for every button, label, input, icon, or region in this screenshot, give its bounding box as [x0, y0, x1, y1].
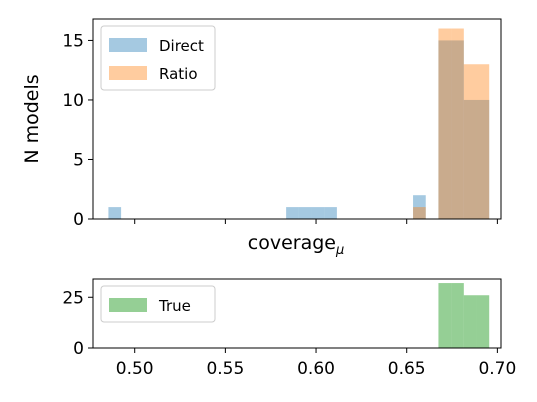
top-bar-direct-2: [298, 207, 312, 219]
top-legend-frame: [100, 25, 216, 91]
top-bar-direct-5: [413, 195, 426, 219]
top-legend-swatch-direct: [109, 38, 147, 52]
top-bar-direct-3: [311, 207, 325, 219]
top-bar-direct-4: [324, 207, 337, 219]
top-y-tick-label-2: 10: [62, 91, 84, 111]
top-bar-direct-0: [108, 207, 122, 219]
top-bar-ratio-3: [463, 64, 477, 220]
bottom-bars: [438, 283, 490, 348]
top-panel: 0 5 10 15 N models coverageμ Direct Ratio: [21, 18, 502, 258]
bottom-y-tick-label-0: 0: [73, 339, 84, 359]
top-x-ticks: [134, 219, 498, 224]
top-y-tick-label-3: 15: [62, 31, 84, 51]
bottom-y-tick-label-1: 25: [62, 288, 84, 308]
top-bar-ratio-0: [413, 207, 426, 219]
bottom-x-tick-label-2: 0.60: [297, 359, 335, 379]
bottom-legend-label-true: True: [158, 297, 191, 315]
top-legend-label-direct: Direct: [159, 37, 204, 55]
top-x-axis-label-subscript: μ: [335, 243, 344, 258]
bottom-x-ticks: 0.50 0.55 0.60 0.65 0.70: [116, 348, 516, 379]
top-bar-direct-10: [476, 99, 490, 219]
top-bar-direct-7: [438, 40, 452, 220]
top-legend: Direct Ratio: [100, 25, 216, 91]
top-y-ticks: 0 5 10 15: [62, 31, 93, 230]
bottom-legend-frame: [100, 285, 216, 323]
top-bar-direct-1: [286, 207, 299, 219]
top-bar-direct-9: [463, 99, 477, 219]
top-y-tick-label-0: 0: [73, 210, 84, 230]
top-legend-label-ratio: Ratio: [159, 65, 198, 83]
bottom-legend: True: [100, 285, 216, 323]
bottom-y-ticks: 0 25: [62, 288, 93, 359]
bottom-plot-frame: [92, 278, 502, 349]
bottom-x-tick-label-4: 0.70: [478, 359, 516, 379]
bottom-x-tick-label-1: 0.55: [206, 359, 244, 379]
bottom-x-tick-label-0: 0.50: [116, 359, 154, 379]
top-y-tick-label-1: 5: [73, 150, 84, 170]
top-bars: [108, 28, 490, 220]
top-bar-ratio-2: [451, 28, 464, 219]
bottom-bar-true-2: [463, 295, 477, 348]
top-plot-frame: [92, 18, 502, 220]
top-bar-ratio-1: [438, 28, 452, 219]
bottom-legend-swatch-true: [109, 298, 147, 312]
top-bar-direct-8: [451, 40, 464, 220]
top-x-axis-label: coverageμ: [248, 232, 345, 258]
bottom-panel: 0 25 0.50 0.55 0.60 0.65 0.70 True: [62, 278, 516, 379]
bottom-bar-true-0: [438, 283, 452, 348]
top-y-axis-label: N models: [21, 74, 43, 163]
top-bar-ratio-4: [476, 64, 490, 220]
top-legend-swatch-ratio: [109, 66, 147, 80]
bottom-bar-true-3: [476, 295, 490, 348]
bottom-x-tick-label-3: 0.65: [388, 359, 426, 379]
bottom-bar-true-1: [451, 283, 464, 348]
